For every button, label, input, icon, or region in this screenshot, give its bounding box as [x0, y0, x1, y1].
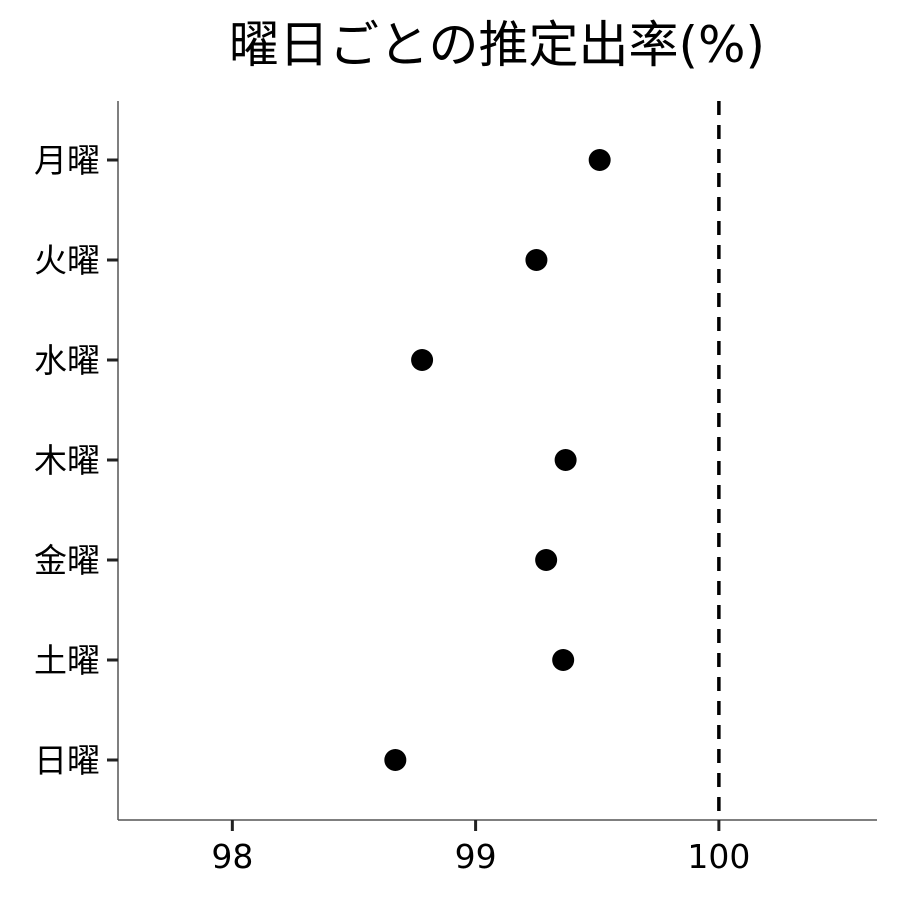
data-point	[554, 449, 577, 471]
data-point	[411, 349, 434, 371]
data-point	[384, 749, 407, 771]
data-points	[384, 149, 611, 771]
y-tick-label: 木曜	[34, 441, 100, 480]
y-tick-label: 水曜	[34, 341, 100, 380]
y-tick-label: 日曜	[34, 741, 100, 780]
y-tick-label: 火曜	[34, 241, 100, 280]
x-ticks: 98 99 100	[211, 820, 750, 876]
x-tick-label: 99	[455, 837, 497, 876]
data-point	[552, 649, 575, 671]
data-point	[535, 549, 558, 571]
chart-title: 曜日ごとの推定出率(%)	[229, 16, 765, 74]
x-tick-label: 100	[687, 837, 750, 876]
x-tick-label: 98	[211, 837, 253, 876]
data-point	[588, 149, 611, 171]
y-tick-label: 月曜	[34, 141, 100, 180]
y-tick-label: 金曜	[34, 541, 100, 580]
data-point	[525, 249, 548, 271]
y-tick-label: 土曜	[34, 641, 100, 680]
